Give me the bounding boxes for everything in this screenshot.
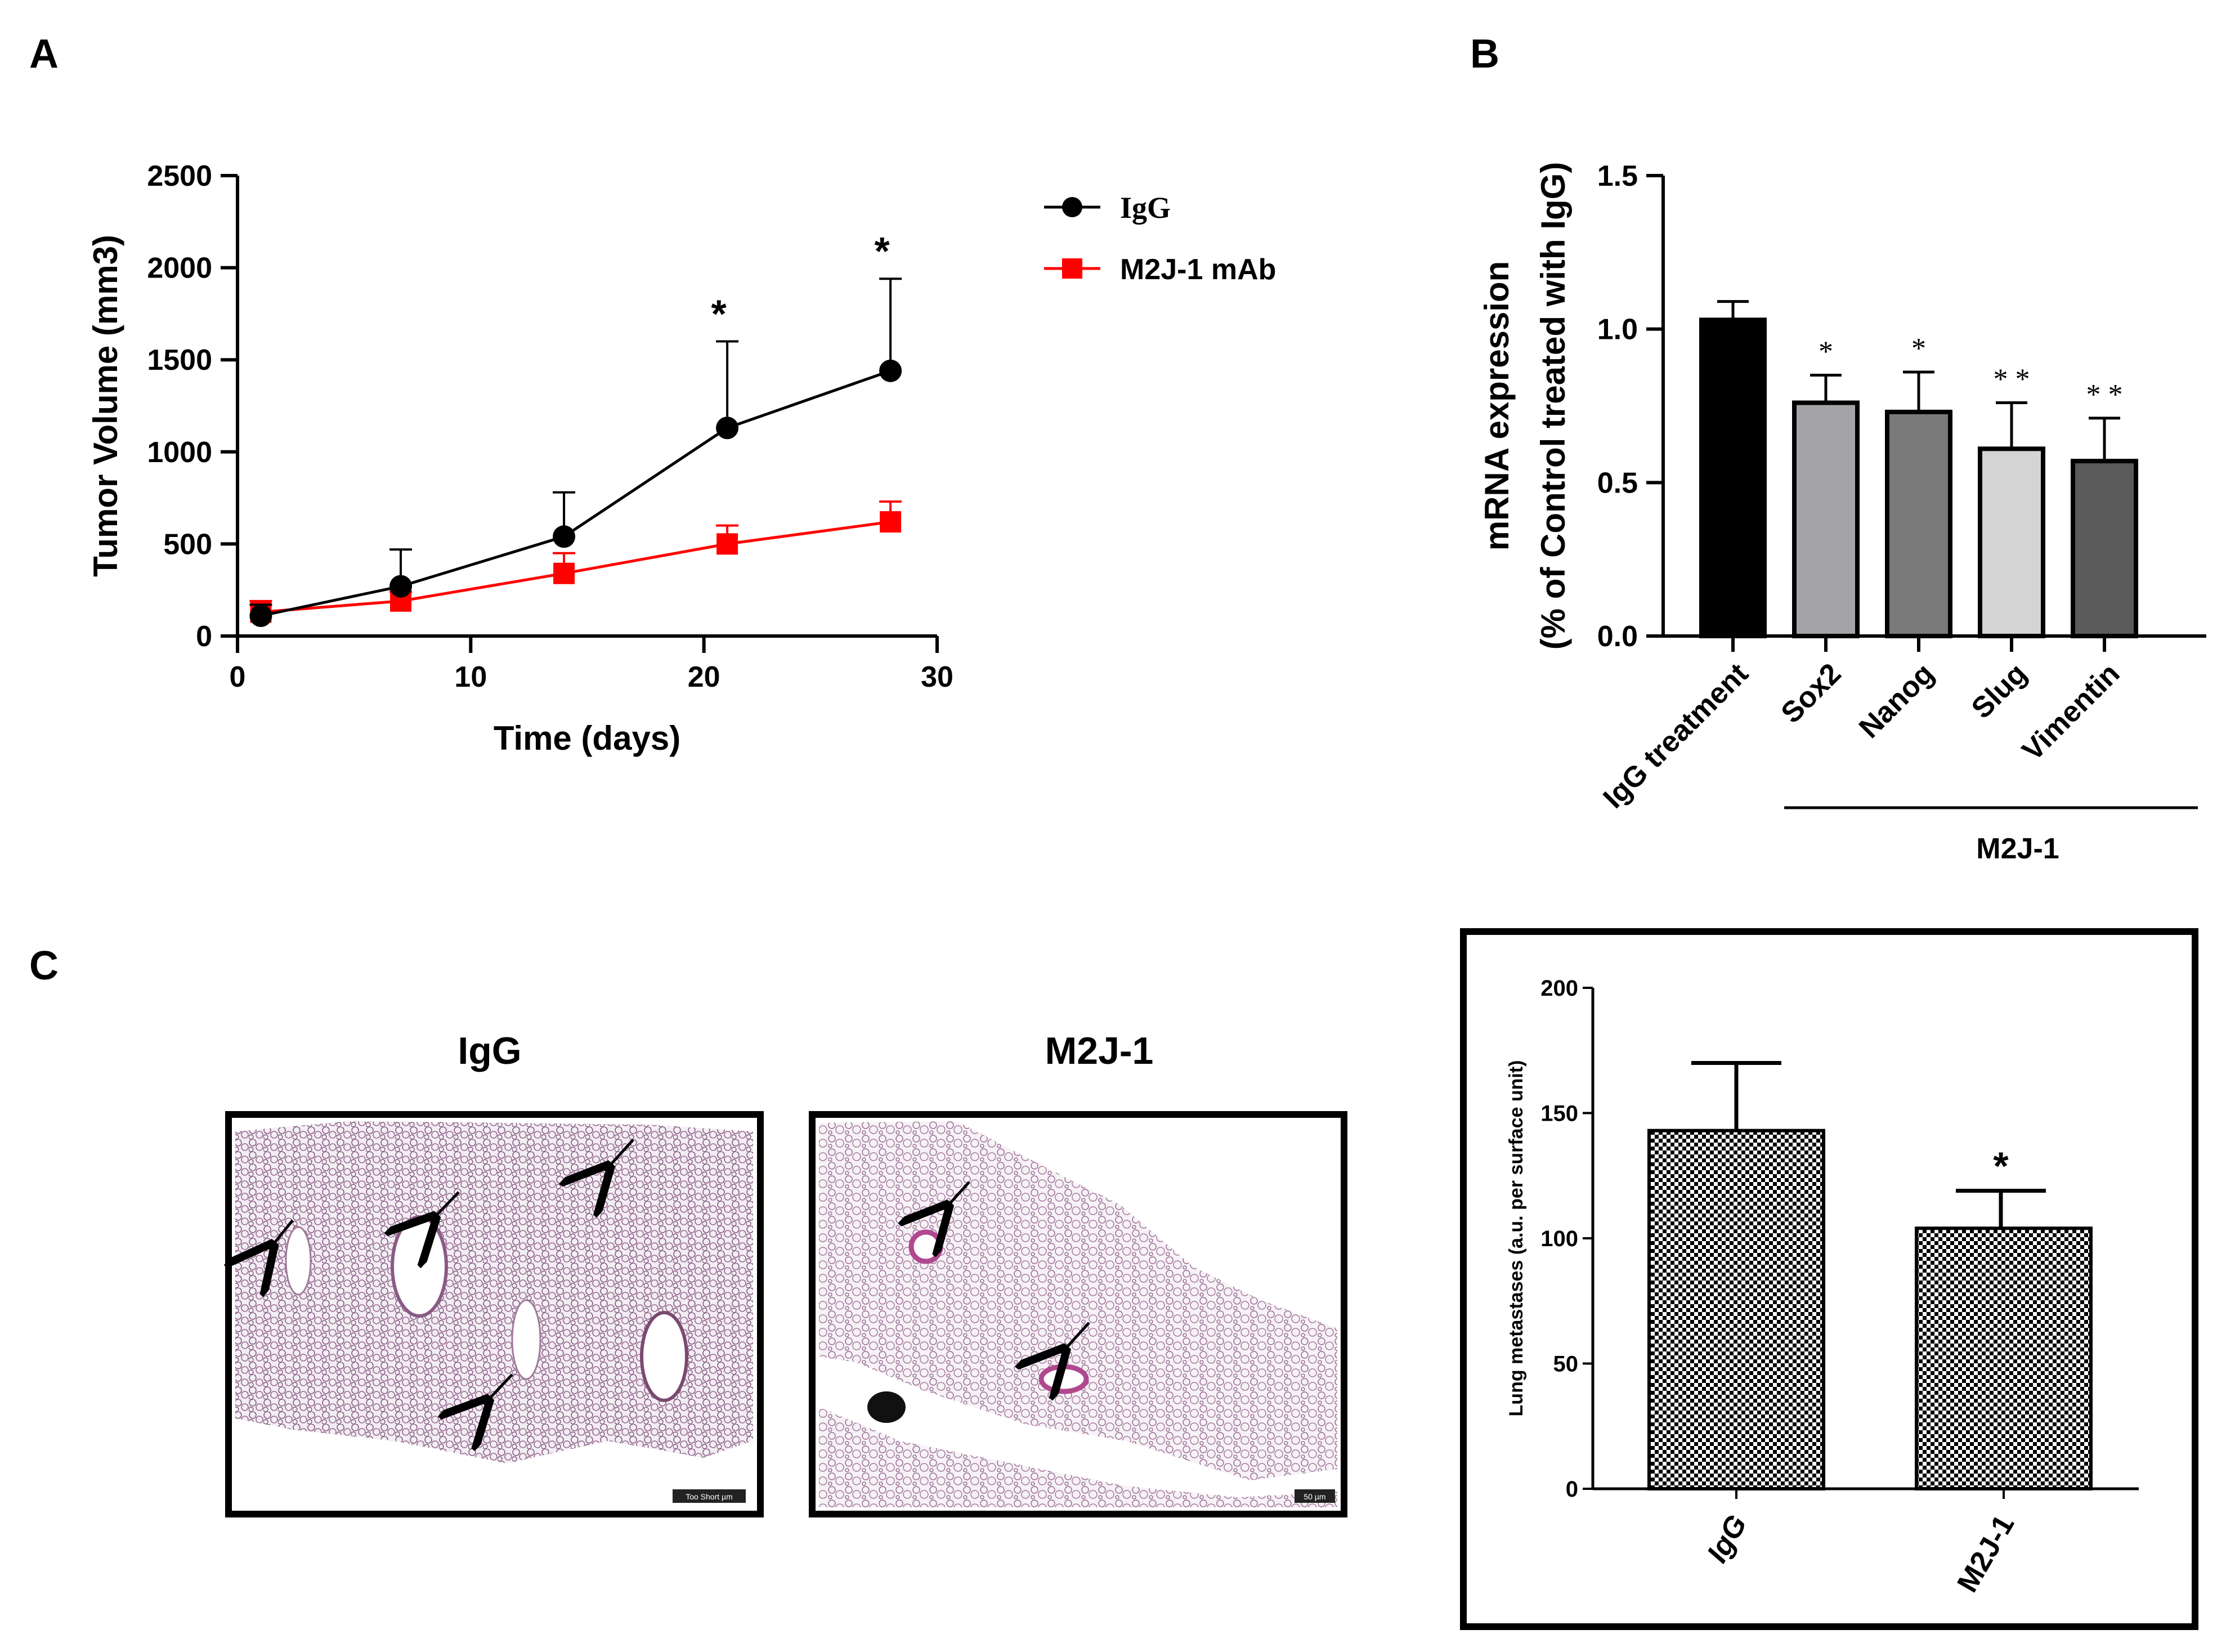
bar-chart-lung-metastases: 0 50 100 150 200 Lung metastases (a.u. per s… [1460, 928, 2198, 1630]
bar [2071, 459, 2138, 638]
x-tick-label: 0 [230, 661, 246, 693]
legend-marker-igg [1062, 197, 1082, 217]
y-tick-label: 1500 [147, 344, 212, 377]
series-line-m2j1 [261, 520, 891, 614]
vessel [640, 1311, 688, 1402]
y-axis-title-line1: mRNA expression [1478, 261, 1516, 551]
bar [1915, 1226, 2093, 1490]
debris [867, 1391, 906, 1423]
significance-marker: * [1993, 1144, 2009, 1188]
scale-bar-label: Too Short µm [686, 1492, 733, 1501]
x-tick-label: IgG treatment [1597, 657, 1754, 814]
significance-marker: * * [2086, 379, 2123, 411]
arrow-metastasis [431, 1191, 460, 1221]
panel-label-b: B [1470, 32, 1499, 77]
x-tick-label: Nanog [1853, 657, 1940, 744]
x-tick-label: 10 [454, 661, 487, 693]
y-tick-label: 0.0 [1597, 620, 1638, 653]
data-point [389, 575, 413, 598]
data-point [880, 511, 902, 533]
x-tick-label: Sox2 [1775, 657, 1848, 729]
alveolar-space [285, 1226, 312, 1296]
panel-label-a: A [29, 32, 59, 77]
bar [1885, 409, 1952, 638]
y-tick-label: 1.0 [1597, 314, 1638, 346]
significance-marker: * * [1994, 364, 2030, 396]
bar [1792, 400, 1860, 639]
micrograph-title-m2j1: M2J-1 [1045, 1029, 1154, 1072]
y-tick-label: 1.5 [1597, 160, 1638, 192]
legend-marker-m2j1 [1062, 258, 1082, 279]
y-tick-label: 50 [1553, 1352, 1579, 1377]
micrograph-igg: Too Short µm [229, 1111, 764, 1517]
scale-bar-label: 50 µm [1304, 1492, 1325, 1501]
y-tick-label: 500 [163, 528, 212, 561]
scale-bar [673, 1489, 746, 1503]
x-tick-label: 20 [688, 661, 720, 693]
arrow-metastasis [484, 1373, 513, 1404]
y-tick-label: 2000 [147, 252, 212, 285]
legend: IgG M2J-1 mAb [1044, 191, 1276, 286]
bar [1647, 1129, 1825, 1490]
bar [1978, 446, 2045, 638]
y-tick-label: 2500 [147, 160, 212, 192]
x-axis-title: Time (days) [494, 719, 680, 757]
legend-label-igg: IgG [1120, 191, 1171, 225]
arrow-metastasis [1061, 1322, 1090, 1354]
x-tick-label: 30 [921, 661, 953, 693]
group-label: M2J-1 [1976, 832, 2059, 865]
data-point [879, 359, 902, 382]
significance-marker: * [1911, 333, 1926, 365]
bar [1699, 317, 1767, 638]
micrograph-title-igg: IgG [458, 1029, 521, 1072]
y-axis-title: Tumor Volume (mm3) [87, 235, 124, 577]
y-tick-label: 0.5 [1597, 467, 1638, 499]
data-point [553, 525, 576, 548]
y-axis-title-line2: (% of Control treated with IgG) [1534, 162, 1572, 650]
panel-label-c: C [29, 943, 59, 988]
y-tick-label: 1000 [147, 436, 212, 469]
metastatic-focus [908, 1229, 943, 1264]
arrow-metastasis [944, 1181, 970, 1210]
y-tick-label: 100 [1540, 1226, 1578, 1251]
y-tick-label: 200 [1540, 976, 1578, 1001]
data-point [553, 562, 575, 584]
data-point [716, 417, 739, 440]
significance-marker: * [711, 292, 727, 335]
y-tick-label: 0 [1566, 1477, 1578, 1502]
arrow-metastasis [269, 1219, 294, 1250]
x-tick-label: Vimentin [2016, 657, 2126, 767]
arrow-metastasis [605, 1139, 634, 1171]
y-tick-label: 150 [1540, 1102, 1578, 1126]
line-chart-tumor-volume: 0 500 1000 1500 2000 2500 0 10 20 30 Tumor Volum… [87, 160, 1276, 757]
significance-marker: * [875, 229, 890, 273]
bar-chart-mrna-expression: 0.0 0.5 1.0 1.5 mRNA expression (% of Contr… [1478, 160, 2206, 865]
legend-label-m2j1: M2J-1 mAb [1120, 253, 1276, 286]
x-tick-label: Slug [1965, 657, 2034, 725]
metastatic-focus [1038, 1364, 1089, 1394]
micrograph-m2j1: 50 µm [809, 1111, 1347, 1517]
data-point [716, 533, 738, 555]
significance-marker: * [1819, 335, 1833, 368]
y-tick-label: 0 [196, 620, 212, 653]
lung-tissue [235, 1121, 753, 1463]
airway [391, 1215, 448, 1318]
series-line-igg [260, 369, 891, 617]
scale-bar [1295, 1489, 1335, 1503]
y-axis-title: Lung metastases (a.u. per surface unit) [1506, 1060, 1527, 1417]
lung-tissue [819, 1407, 1337, 1507]
alveolar-space [511, 1299, 541, 1380]
data-point [249, 605, 272, 628]
